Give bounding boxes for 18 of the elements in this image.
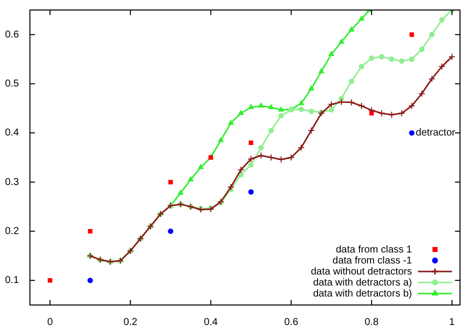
legend-label: data with detractors a) [313, 277, 412, 288]
y-tick-label: 0.2 [4, 226, 20, 237]
legend-label: data from class 1 [336, 244, 412, 256]
legend-label: data without detractors [310, 266, 412, 278]
x-tick-label: 0.4 [204, 316, 218, 328]
y-tick-label: 0.4 [4, 128, 20, 139]
x-tick-label: 0.2 [123, 316, 138, 328]
x-tick-label: 0 [47, 316, 54, 328]
y-tick-label: 0.6 [4, 29, 20, 40]
annotation: detractor [416, 128, 456, 139]
x-tick-label: 1 [449, 316, 456, 328]
y-tick-label: 0.3 [4, 176, 20, 188]
y-tick-label: 0.5 [4, 78, 20, 90]
y-tick-label: 0.1 [4, 275, 20, 286]
x-tick-label: 0.6 [284, 316, 299, 328]
legend-label: data from class -1 [332, 255, 412, 266]
x-tick-label: 0.8 [364, 316, 379, 328]
legend-label: data with detractors b) [313, 288, 412, 300]
